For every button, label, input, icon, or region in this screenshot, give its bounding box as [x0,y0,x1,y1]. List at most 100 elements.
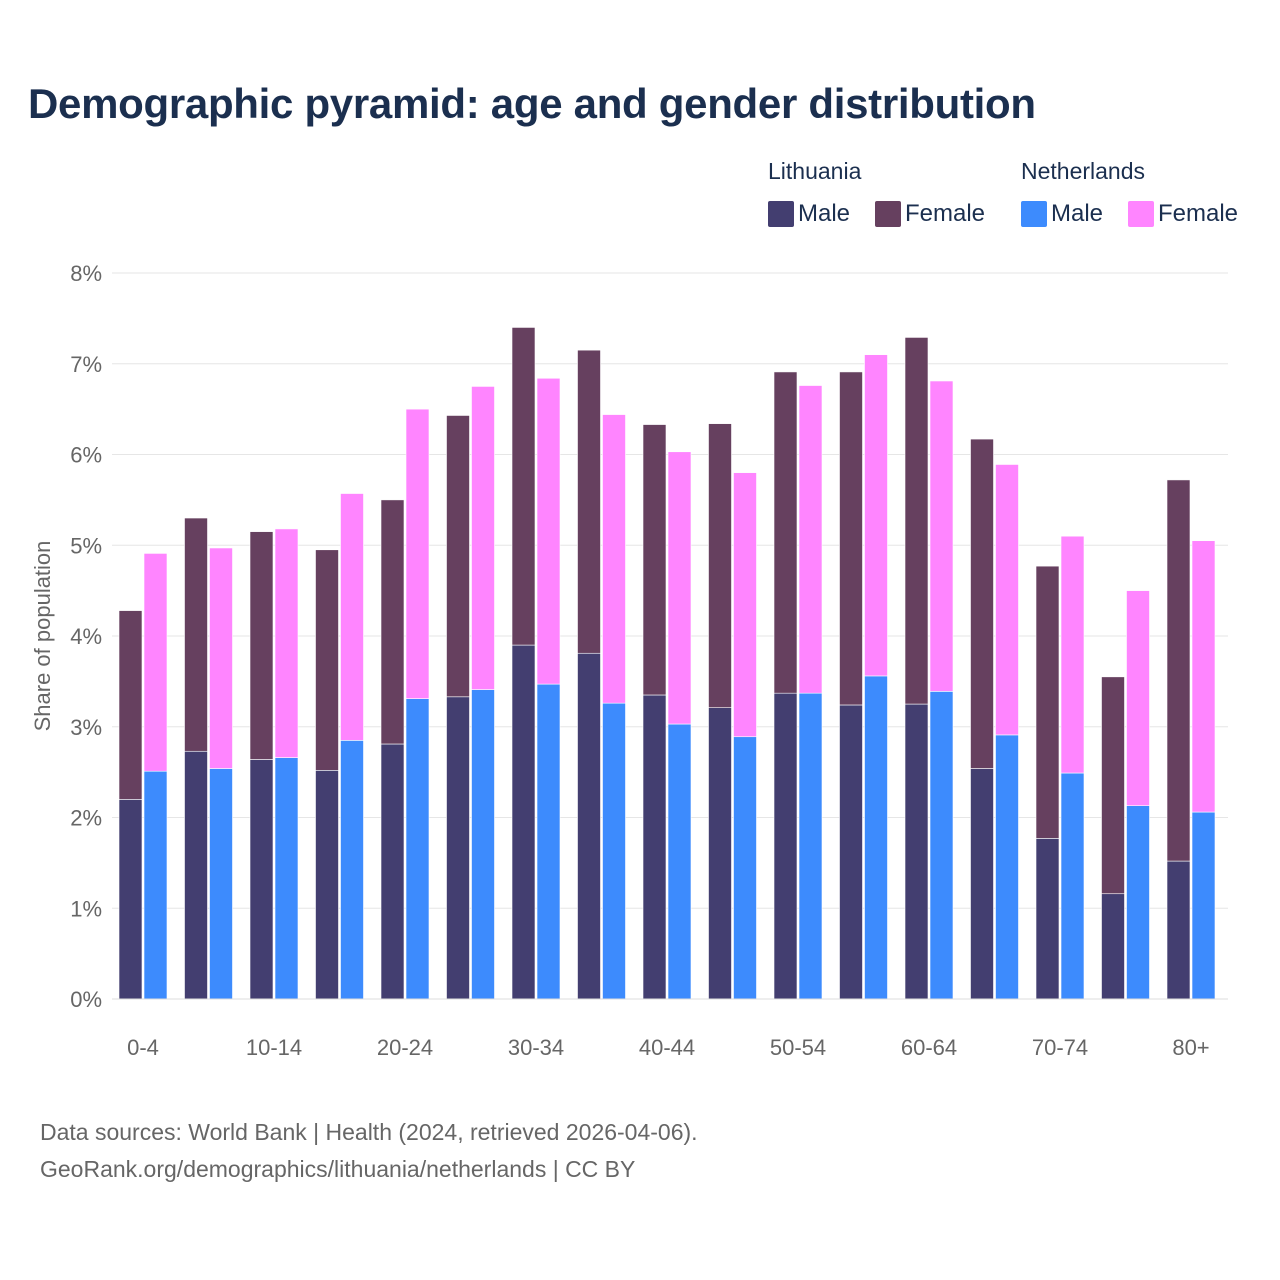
x-tick-label: 60-64 [901,1035,957,1060]
bar-netherlands-male: 0-4 2.51 [143,770,168,1000]
bar-lithuania-male: 80+ 1.52 [1166,860,1191,1000]
bar-lithuania-female: 65-69 3.63 [970,438,994,769]
bar-netherlands-male: 75-79 2.13 [1126,805,1150,1000]
bar-netherlands-male: 5-9 2.54 [209,768,233,1000]
bar-lithuania-male: 30-34 3.9 [511,644,536,1000]
bar-netherlands-male: 30-34 3.47 [536,683,561,1000]
y-tick-label: 8% [70,261,102,286]
bar-netherlands-female: 20-24 3.19 [405,408,430,699]
legend-group-netherlands: Netherlands [1021,158,1146,184]
bar-lithuania-male: 70-74 1.77 [1035,838,1060,1000]
bar-netherlands-female: 60-64 3.42 [929,380,954,692]
bar-lithuania-female: 25-29 3.1 [446,415,470,698]
footer: Data sources: World Bank | Health (2024,… [40,1114,698,1188]
bar-netherlands-male: 35-39 3.26 [602,702,626,1000]
legend-item-lithuania-male[interactable]: Male [768,200,851,227]
bar-netherlands-female: 30-34 3.37 [536,377,561,685]
bar-netherlands-male: 65-69 2.91 [995,734,1019,1000]
legend-swatch-lithuania-female [875,201,901,227]
bar-lithuania-female: 0-4 2.08 [118,610,143,800]
bar-netherlands-male: 60-64 3.39 [929,691,954,1000]
y-tick-label: 0% [70,987,102,1012]
y-tick-label: 7% [70,352,102,377]
y-tick-label: 2% [70,806,102,831]
x-tick-label: 30-34 [508,1035,564,1060]
bar-netherlands-female: 40-44 3 [667,451,692,725]
bar-netherlands-female: 55-59 3.54 [864,354,888,677]
bar-lithuania-male: 25-29 3.33 [446,696,470,1000]
bar-netherlands-male: 10-14 2.66 [274,757,299,1000]
legend-label-female: Female [905,200,986,227]
bar-lithuania-female: 55-59 3.67 [839,371,863,706]
bar-netherlands-male: 80+ 2.06 [1191,811,1216,1000]
bar-lithuania-male: 10-14 2.64 [249,759,274,1000]
bar-netherlands-male: 55-59 3.56 [864,675,888,1000]
legend-swatch-netherlands-female [1128,201,1154,227]
y-tick-label: 1% [70,896,102,921]
bar-lithuania-male: 45-49 3.21 [708,707,732,1000]
x-tick-label: 40-44 [639,1035,695,1060]
bar-lithuania-female: 15-19 2.43 [315,549,339,771]
bar-netherlands-male: 40-44 3.03 [667,723,692,1000]
bar-netherlands-female: 35-39 3.18 [602,414,626,704]
bar-lithuania-female: 80+ 4.2 [1166,479,1191,862]
x-tick-label: 10-14 [246,1035,302,1060]
bar-netherlands-female: 65-69 2.98 [995,464,1019,736]
legend-item-netherlands-female[interactable]: Female [1128,200,1239,227]
bar-lithuania-female: 30-34 3.5 [511,327,536,646]
bar-netherlands-female: 0-4 2.4 [143,553,168,772]
legend-swatch-netherlands-male [1021,201,1047,227]
bar-lithuania-male: 75-79 1.16 [1101,893,1125,1000]
legend-label-male: Male [1051,200,1104,227]
bar-lithuania-male: 5-9 2.73 [184,750,208,1000]
y-axis-title: Share of population [30,541,55,732]
footer-credit: GeoRank.org/demographics/lithuania/nethe… [40,1156,636,1182]
legend-swatch-lithuania-male [768,201,794,227]
bars: 0-4 2.20-4 2.080-4 2.510-4 2.4 5-9 2.735-… [118,327,1216,1000]
bar-netherlands-female: 25-29 3.34 [471,386,495,690]
bar-lithuania-female: 10-14 2.51 [249,531,274,760]
bar-netherlands-male: 50-54 3.37 [798,692,823,1000]
footer-sources: Data sources: World Bank | Health (2024,… [40,1119,698,1145]
bar-netherlands-female: 75-79 2.37 [1126,590,1150,807]
y-tick-label: 3% [70,715,102,740]
bar-lithuania-female: 50-54 3.54 [773,371,798,694]
bar-netherlands-male: 15-19 2.85 [340,740,364,1000]
bar-netherlands-female: 70-74 2.61 [1060,535,1085,774]
bar-lithuania-female: 20-24 2.69 [380,499,405,745]
bar-netherlands-male: 70-74 2.49 [1060,772,1085,1000]
y-tick-label: 4% [70,624,102,649]
bar-netherlands-female: 5-9 2.43 [209,547,233,769]
bar-netherlands-female: 15-19 2.72 [340,493,364,741]
legend-label-female: Female [1158,200,1239,227]
legend-item-lithuania-female[interactable]: Female [875,200,986,227]
bar-netherlands-female: 45-49 2.91 [733,472,757,738]
x-tick-label: 50-54 [770,1035,826,1060]
legend-group-lithuania: Lithuania [768,158,862,184]
bar-netherlands-female: 10-14 2.52 [274,528,299,758]
bar-lithuania-male: 15-19 2.52 [315,770,339,1000]
bar-lithuania-female: 45-49 3.13 [708,423,732,708]
bar-netherlands-male: 25-29 3.41 [471,689,495,1000]
y-tick-label: 5% [70,533,102,558]
bar-netherlands-male: 20-24 3.31 [405,698,430,1000]
bar-lithuania-male: 50-54 3.37 [773,692,798,1000]
x-tick-label: 0-4 [127,1035,159,1060]
bar-lithuania-male: 40-44 3.35 [642,694,667,1000]
bar-lithuania-male: 35-39 3.81 [577,652,601,1000]
x-tick-label: 20-24 [377,1035,433,1060]
bar-lithuania-female: 70-74 3 [1035,565,1060,839]
bar-lithuania-female: 60-64 4.04 [904,337,929,705]
bar-lithuania-female: 5-9 2.57 [184,517,208,752]
bar-lithuania-male: 55-59 3.24 [839,704,863,1000]
x-tick-label: 70-74 [1032,1035,1088,1060]
legend-label-male: Male [798,200,851,227]
chart-title: Demographic pyramid: age and gender dist… [28,80,1036,127]
bar-netherlands-female: 50-54 3.39 [798,385,823,694]
legend-item-netherlands-male[interactable]: Male [1021,200,1104,227]
bar-lithuania-female: 75-79 2.39 [1101,676,1125,895]
bar-lithuania-male: 65-69 2.54 [970,768,994,1000]
x-tick-label: 80+ [1172,1035,1209,1060]
bar-netherlands-male: 45-49 2.89 [733,736,757,1000]
